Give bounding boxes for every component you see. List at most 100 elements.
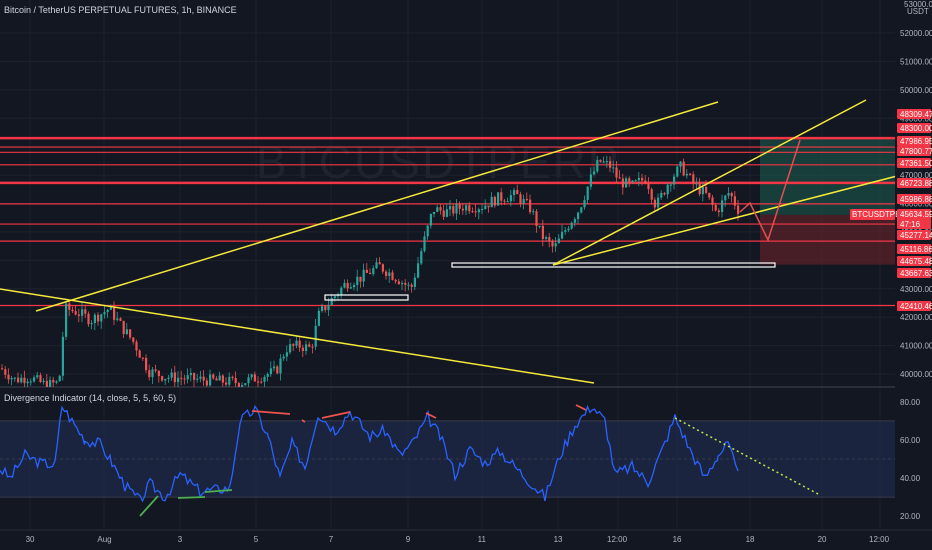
projection-path-line[interactable] bbox=[739, 139, 801, 243]
price-label-badge[interactable] bbox=[897, 146, 931, 156]
price-label-text[interactable]: 47800.77 bbox=[900, 147, 932, 156]
price-label-badge[interactable] bbox=[897, 268, 931, 278]
candle-body bbox=[493, 196, 496, 206]
time-axis-tick[interactable]: 5 bbox=[254, 535, 259, 544]
support-rectangle[interactable] bbox=[324, 294, 409, 301]
price-axis-tick[interactable]: 42000.00 bbox=[900, 313, 932, 322]
indicator-axis-tick[interactable]: 80.00 bbox=[900, 398, 921, 407]
price-axis-tick[interactable]: 51000.00 bbox=[900, 57, 932, 66]
price-label-text[interactable]: 45277.14 bbox=[900, 231, 932, 240]
price-label-text[interactable]: 43667.63 bbox=[900, 269, 932, 278]
candle-body bbox=[119, 318, 122, 321]
time-axis-tick[interactable]: Aug bbox=[97, 535, 111, 544]
price-axis[interactable]: 53000.00USDT52000.0051000.0050000.004900… bbox=[850, 0, 932, 550]
candle-body bbox=[375, 262, 378, 269]
trend-line[interactable] bbox=[35, 101, 719, 312]
candle-body bbox=[298, 340, 301, 348]
candle-countdown-text[interactable]: 47:16 bbox=[900, 220, 921, 229]
price-label-text[interactable]: 42410.46 bbox=[900, 302, 932, 311]
candle-body bbox=[58, 375, 61, 382]
price-label-text[interactable]: 47361.50 bbox=[900, 159, 932, 168]
price-label-text[interactable]: 47986.95 bbox=[900, 137, 932, 146]
time-axis-tick[interactable]: 12:00 bbox=[869, 535, 890, 544]
current-price-text[interactable]: 45634.59 bbox=[900, 210, 932, 219]
price-axis-tick[interactable]: 40000.00 bbox=[900, 370, 932, 379]
price-label-badge[interactable] bbox=[897, 230, 931, 240]
price-axis-currency[interactable]: USDT bbox=[907, 7, 929, 16]
candle-body bbox=[81, 309, 84, 316]
time-axis-tick[interactable]: 18 bbox=[746, 535, 755, 544]
candle-body bbox=[580, 207, 583, 213]
symbol-title[interactable]: Bitcoin / TetherUS PERPETUAL FUTURES, 1h… bbox=[4, 5, 237, 15]
price-axis-tick[interactable]: 43000.00 bbox=[900, 285, 932, 294]
candle-body bbox=[410, 284, 413, 287]
time-axis-tick[interactable]: 16 bbox=[673, 535, 682, 544]
indicator-axis-tick[interactable]: 40.00 bbox=[900, 474, 921, 483]
indicator-title[interactable]: Divergence Indicator (14, close, 5, 5, 6… bbox=[4, 393, 177, 403]
trend-line[interactable] bbox=[552, 175, 898, 266]
candle-body bbox=[660, 192, 663, 198]
bearish-divergence-line bbox=[425, 412, 437, 419]
candle-body bbox=[13, 377, 16, 379]
position-stop-zone[interactable] bbox=[760, 214, 895, 265]
price-label-text[interactable]: 46723.88 bbox=[900, 179, 932, 188]
position-target-zone[interactable] bbox=[760, 138, 895, 215]
current-price-badge[interactable] bbox=[897, 209, 931, 229]
time-axis-tick[interactable]: 12:00 bbox=[607, 535, 628, 544]
price-axis-tick[interactable]: 41000.00 bbox=[900, 342, 932, 351]
price-label-badge[interactable] bbox=[897, 301, 931, 311]
trend-line[interactable] bbox=[0, 288, 595, 384]
candle-body bbox=[609, 161, 612, 168]
candle-body bbox=[289, 344, 292, 353]
support-rectangles[interactable] bbox=[324, 262, 776, 301]
candle-body bbox=[308, 344, 311, 347]
time-axis-tick[interactable]: 9 bbox=[406, 535, 411, 544]
price-label-badge[interactable] bbox=[897, 244, 931, 254]
price-label-badge[interactable] bbox=[897, 109, 931, 119]
price-label-badge[interactable] bbox=[897, 136, 931, 146]
price-label-badge[interactable] bbox=[897, 194, 931, 204]
candle-body bbox=[644, 180, 647, 184]
time-axis-tick[interactable]: 20 bbox=[818, 535, 827, 544]
price-axis-tick[interactable]: 50000.00 bbox=[900, 86, 932, 95]
price-label-text[interactable]: 48300.00 bbox=[900, 124, 932, 133]
time-axis-tick[interactable]: 3 bbox=[178, 535, 183, 544]
trend-line[interactable] bbox=[552, 99, 867, 266]
projection-path[interactable] bbox=[739, 139, 801, 243]
trend-lines[interactable] bbox=[0, 99, 898, 384]
indicator-axis[interactable]: 80.00 60.00 40.00 20.00 bbox=[900, 398, 921, 521]
indicator-axis-tick[interactable]: 60.00 bbox=[900, 436, 921, 445]
price-axis-tick[interactable]: 47000.00 bbox=[900, 171, 932, 180]
candle-body bbox=[669, 184, 672, 186]
price-axis-tick[interactable]: 52000.00 bbox=[900, 29, 932, 38]
horizontal-levels[interactable] bbox=[0, 136, 895, 307]
candle-body bbox=[145, 357, 148, 371]
time-axis-tick[interactable]: 30 bbox=[26, 535, 35, 544]
price-label-badge[interactable] bbox=[897, 178, 931, 188]
price-label-badge[interactable] bbox=[897, 123, 931, 133]
candle-body bbox=[71, 309, 74, 312]
time-axis-tick[interactable]: 11 bbox=[478, 535, 487, 544]
price-label-badge[interactable] bbox=[897, 256, 931, 266]
candle-body bbox=[45, 380, 48, 387]
price-label-text[interactable]: 45116.86 bbox=[900, 245, 932, 254]
candle-body bbox=[276, 366, 279, 374]
price-label-text[interactable]: 48309.47 bbox=[900, 110, 932, 119]
candle-body bbox=[589, 174, 592, 187]
indicator-axis-tick[interactable]: 20.00 bbox=[900, 512, 921, 521]
position-zones[interactable] bbox=[760, 138, 895, 265]
price-label-text[interactable]: 45986.88 bbox=[900, 195, 932, 204]
time-axis-tick[interactable]: 13 bbox=[554, 535, 563, 544]
price-axis-top-tick[interactable]: 53000.00 bbox=[904, 0, 932, 9]
time-axis[interactable]: 30 Aug 3 5 7 9 11 13 12:00 16 18 20 12:00 bbox=[0, 529, 932, 544]
price-label-text[interactable]: 44675.48 bbox=[900, 257, 932, 266]
candle-body bbox=[247, 377, 250, 384]
current-symbol-badge[interactable] bbox=[850, 209, 895, 220]
price-label-badge[interactable] bbox=[897, 158, 931, 168]
candle-body bbox=[701, 187, 704, 195]
support-rectangle[interactable] bbox=[451, 262, 776, 268]
time-axis-tick[interactable]: 7 bbox=[329, 535, 334, 544]
current-symbol-text[interactable]: BTCUSDTPERP bbox=[852, 210, 912, 219]
